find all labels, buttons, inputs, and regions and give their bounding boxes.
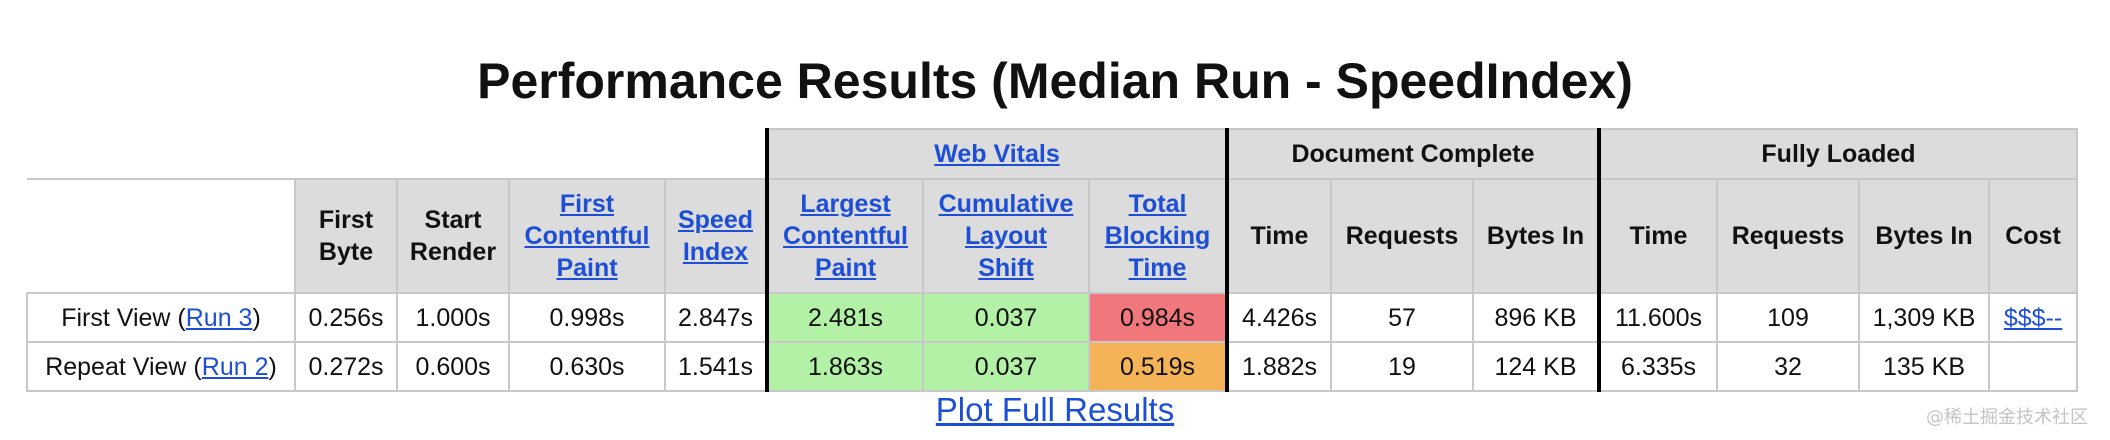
fully-loaded-group-header: Fully Loaded <box>1597 128 2078 180</box>
speed-index-link[interactable]: Speed Index <box>677 206 754 266</box>
cumulative-layout-shift-value: 0.037 <box>922 341 1090 392</box>
table-row-repeat-view: Repeat View (Run 2) 0.272s 0.600s 0.630s… <box>26 341 2078 392</box>
total-blocking-time-value: 0.519s <box>1088 341 1228 392</box>
cost-value <box>1988 341 2078 392</box>
full-time-value: 11.600s <box>1597 292 1718 343</box>
blank-header-area <box>27 129 768 180</box>
speed-index-value: 1.541s <box>664 341 768 392</box>
doc-time-value: 4.426s <box>1225 292 1332 343</box>
watermark: @稀土掘金技术社区 <box>1926 407 2088 428</box>
run-link[interactable]: Run 3 <box>185 303 253 332</box>
cost-value: $$$-- <box>1988 292 2078 343</box>
blank-label-header <box>27 179 296 294</box>
web-vitals-link[interactable]: Web Vitals <box>934 140 1060 168</box>
speed-index-header: Speed Index <box>664 178 768 294</box>
doc-requests-value: 57 <box>1330 292 1474 343</box>
speed-index-value: 2.847s <box>664 292 768 343</box>
full-bytes-in-value: 135 KB <box>1858 341 1990 392</box>
full-requests-value: 32 <box>1716 341 1860 392</box>
full-time-header: Time <box>1597 178 1718 294</box>
doc-requests-value: 19 <box>1330 341 1474 392</box>
largest-contentful-paint-header: Largest Contentful Paint <box>765 178 924 294</box>
row-label: Repeat View (Run 2) <box>26 341 296 392</box>
start-render-value: 1.000s <box>396 292 510 343</box>
full-requests-header: Requests <box>1716 178 1860 294</box>
first-contentful-paint-value: 0.998s <box>508 292 666 343</box>
full-time-value: 6.335s <box>1597 341 1718 392</box>
page-title: Performance Results (Median Run - SpeedI… <box>477 53 1633 109</box>
total-blocking-time-link[interactable]: Total Blocking Time <box>1104 190 1211 282</box>
first-contentful-paint-link[interactable]: First Contentful Paint <box>524 190 650 282</box>
doc-bytes-in-value: 896 KB <box>1472 292 1600 343</box>
first-contentful-paint-header: First Contentful Paint <box>508 178 666 294</box>
doc-requests-header: Requests <box>1330 178 1474 294</box>
cumulative-layout-shift-link[interactable]: Cumulative Layout Shift <box>938 190 1074 282</box>
first-byte-header: First Byte <box>294 178 398 294</box>
doc-time-header: Time <box>1225 178 1332 294</box>
cost-header: Cost <box>1988 178 2078 294</box>
doc-time-value: 1.882s <box>1225 341 1332 392</box>
cumulative-layout-shift-value: 0.037 <box>922 292 1090 343</box>
table-row-first-view: First View (Run 3) 0.256s 1.000s 0.998s … <box>26 292 2078 343</box>
start-render-value: 0.600s <box>396 341 510 392</box>
total-blocking-time-value: 0.984s <box>1088 292 1228 343</box>
largest-contentful-paint-value: 2.481s <box>765 292 924 343</box>
run-link[interactable]: Run 2 <box>201 352 269 381</box>
full-bytes-in-header: Bytes In <box>1858 178 1990 294</box>
web-vitals-group-header: Web Vitals <box>765 128 1228 180</box>
first-byte-value: 0.256s <box>294 292 398 343</box>
document-complete-group-header: Document Complete <box>1225 128 1600 180</box>
full-requests-value: 109 <box>1716 292 1860 343</box>
largest-contentful-paint-link[interactable]: Largest Contentful Paint <box>783 190 908 282</box>
largest-contentful-paint-value: 1.863s <box>765 341 924 392</box>
first-contentful-paint-value: 0.630s <box>508 341 666 392</box>
cumulative-layout-shift-header: Cumulative Layout Shift <box>922 178 1090 294</box>
plot-full-results: Plot Full Results <box>0 390 2110 430</box>
first-byte-value: 0.272s <box>294 341 398 392</box>
start-render-header: Start Render <box>396 178 510 294</box>
full-bytes-in-value: 1,309 KB <box>1858 292 1990 343</box>
doc-bytes-in-header: Bytes In <box>1472 178 1600 294</box>
plot-full-results-link[interactable]: Plot Full Results <box>935 391 1175 428</box>
performance-results-table: Web Vitals Document Complete Fully Loade… <box>26 128 2078 392</box>
total-blocking-time-header: Total Blocking Time <box>1088 178 1228 294</box>
row-label: First View (Run 3) <box>26 292 296 343</box>
doc-bytes-in-value: 124 KB <box>1472 341 1600 392</box>
cost-link[interactable]: $$$-- <box>2003 303 2063 332</box>
